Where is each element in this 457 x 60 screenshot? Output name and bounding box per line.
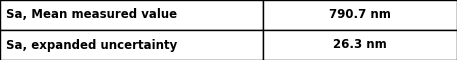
Bar	[263, 0, 457, 30]
Text: 26.3 nm: 26.3 nm	[333, 39, 387, 51]
Text: Sa, Mean measured value: Sa, Mean measured value	[5, 9, 177, 21]
Text: 790.7 nm: 790.7 nm	[329, 9, 391, 21]
Text: Sa, expanded uncertainty: Sa, expanded uncertainty	[5, 39, 177, 51]
Bar	[0, 30, 263, 60]
Bar	[263, 30, 457, 60]
Bar	[0, 0, 263, 30]
